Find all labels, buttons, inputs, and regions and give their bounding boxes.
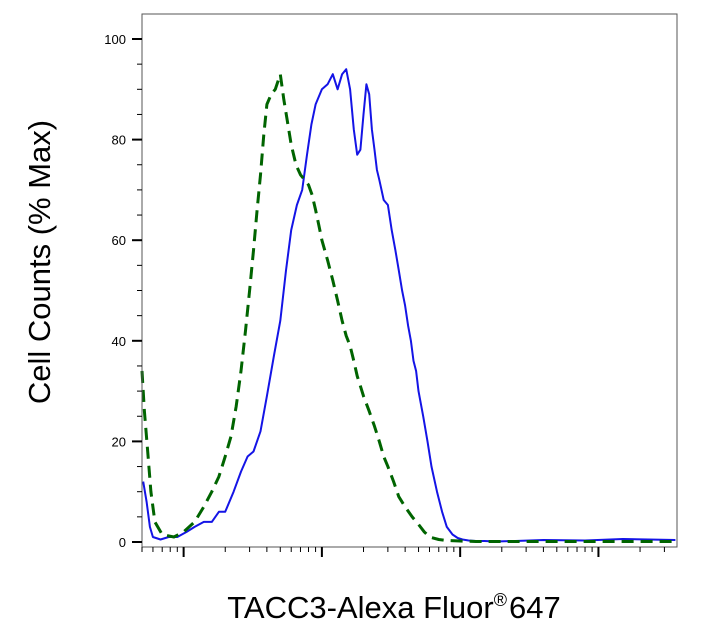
x-axis-title: TACC3-Alexa Fluor®647 bbox=[227, 590, 560, 625]
series-layer bbox=[140, 68, 676, 543]
y-tick-label: 0 bbox=[119, 535, 126, 550]
plot-frame bbox=[141, 13, 678, 548]
series-line-solid-blue bbox=[142, 68, 676, 543]
y-tick-label: 20 bbox=[112, 434, 126, 449]
y-axis: 0 20 40 60 80 100 bbox=[104, 32, 142, 550]
x-axis-title-main: TACC3-Alexa Fluor bbox=[227, 590, 493, 625]
y-axis-title: Cell Counts (% Max) bbox=[22, 120, 57, 404]
y-tick-label: 80 bbox=[112, 133, 126, 148]
x-axis-title-suffix: 647 bbox=[509, 590, 561, 625]
x-axis-title-registered-mark: ® bbox=[494, 590, 507, 610]
y-tick-label: 40 bbox=[112, 334, 126, 349]
y-tick-label: 60 bbox=[112, 233, 126, 248]
x-axis bbox=[141, 547, 665, 557]
y-tick-label: 100 bbox=[104, 32, 126, 47]
series-line-dashed-green bbox=[140, 72, 676, 543]
